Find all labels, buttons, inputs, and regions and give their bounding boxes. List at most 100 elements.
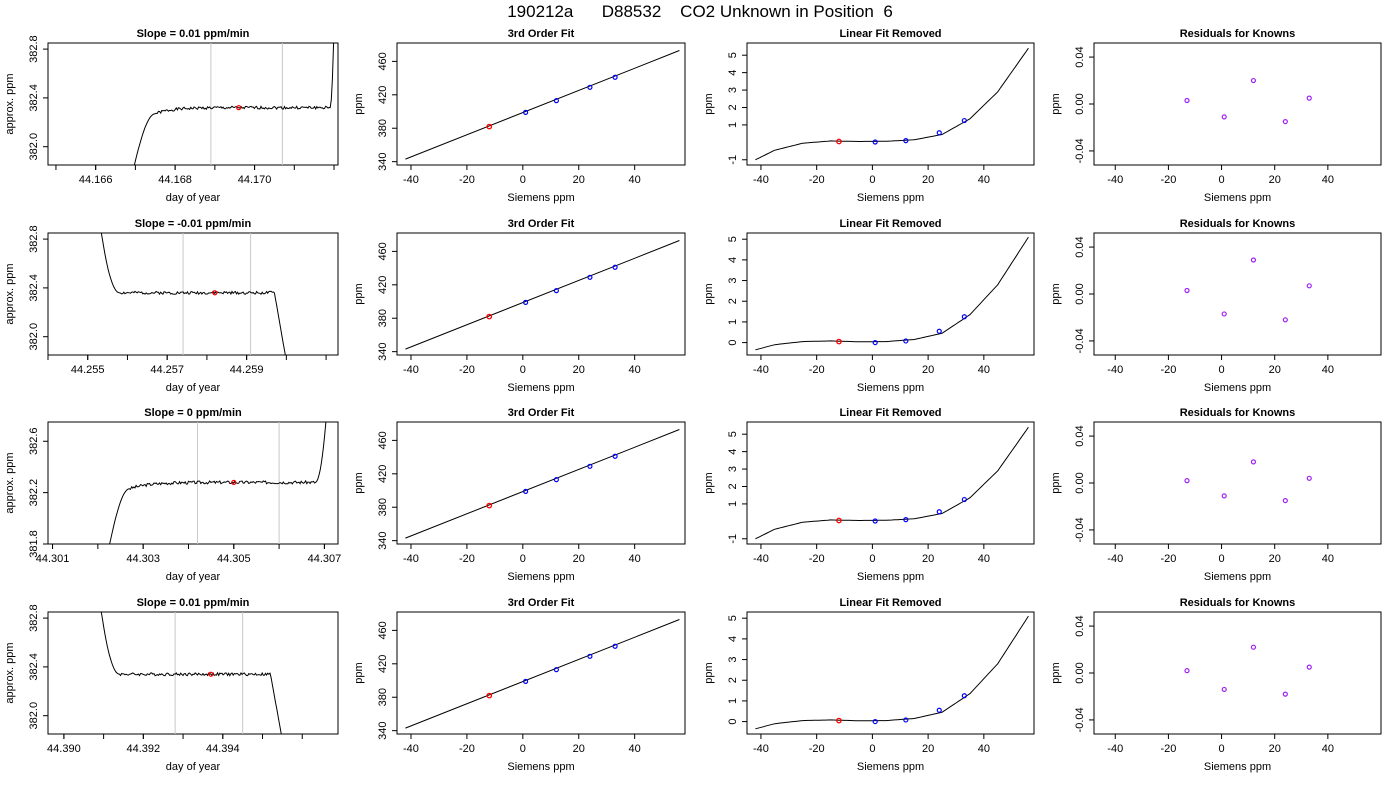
- known-point: [936, 130, 942, 136]
- known-point: [936, 509, 942, 515]
- concentration-trace: [100, 233, 286, 355]
- y-tick-label: 420: [377, 465, 389, 483]
- known-point: [587, 653, 593, 659]
- x-axis-label: Siemens ppm: [1204, 192, 1271, 204]
- x-tick-label: 20: [573, 364, 585, 376]
- y-axis-label: ppm: [1050, 472, 1062, 493]
- y-tick-label: 382.0: [28, 323, 40, 351]
- mean-point: [208, 671, 214, 677]
- y-tick-label: 380: [377, 309, 389, 327]
- panel-fit-1: 3rd Order Fit Siemens ppm ppm -40 -20 0 20 40 34…: [353, 28, 686, 204]
- y-axis-label: approx. ppm: [4, 642, 16, 703]
- residual-point: [1184, 97, 1190, 104]
- x-tick-label: 0: [520, 174, 526, 186]
- residual-point: [1250, 644, 1257, 650]
- panel-linear-removed-1: Linear Fit Removed Siemens ppm ppm -40 -20 0 2…: [703, 28, 1035, 204]
- y-tick-label: 382.8: [28, 225, 40, 253]
- x-tick-label: 0: [1218, 174, 1224, 186]
- plot-frame: [746, 611, 1035, 735]
- known-point: [612, 643, 618, 649]
- y-tick-label: 0.04: [1074, 46, 1086, 67]
- x-tick-label: 20: [922, 743, 934, 755]
- y-axis-label: ppm: [703, 283, 715, 304]
- y-tick-label: 5: [727, 431, 739, 437]
- x-tick-label: 20: [1269, 364, 1281, 376]
- panel-linear-removed-3: Linear Fit Removed Siemens ppm ppm -40 -20 0 2…: [703, 407, 1035, 583]
- x-tick-label: -40: [403, 364, 419, 376]
- panel-timeseries-2: Slope = -0.01 ppm/min day of year approx. …: [4, 218, 339, 394]
- x-tick-label: 0: [1218, 553, 1224, 565]
- x-axis-label: day of year: [166, 761, 221, 773]
- panel-fit-4: 3rd Order Fit Siemens ppm ppm -40 -20 0 20 40 34…: [353, 597, 686, 773]
- x-tick-label: 44.390: [47, 743, 81, 755]
- x-tick-label: -20: [809, 553, 825, 565]
- x-tick-label: 40: [629, 174, 641, 186]
- unknown-point: [486, 502, 493, 509]
- panel-title: Linear Fit Removed: [839, 407, 941, 419]
- x-axis-label: Siemens ppm: [507, 382, 574, 394]
- y-tick-label: 2: [727, 104, 739, 110]
- plot-frame: [396, 232, 686, 356]
- y-tick-label: 340: [377, 531, 389, 549]
- known-point: [903, 516, 909, 523]
- plot-frame: [47, 232, 339, 356]
- x-tick-label: 0: [520, 553, 526, 565]
- x-tick-label: 20: [922, 174, 934, 186]
- plot-area: [1184, 459, 1312, 504]
- residual-point: [1184, 478, 1190, 484]
- plot-area: [1184, 257, 1312, 323]
- x-tick-label: 40: [1322, 364, 1334, 376]
- known-point: [961, 496, 967, 503]
- x-tick-label: 44.392: [127, 743, 161, 755]
- y-axis-label: ppm: [353, 283, 365, 304]
- residual-curve: [755, 615, 1029, 730]
- known-point: [961, 693, 967, 699]
- mean-point: [231, 479, 237, 485]
- known-point: [872, 139, 878, 145]
- known-point: [612, 264, 618, 270]
- x-tick-label: -40: [753, 743, 769, 755]
- x-tick-label: 40: [978, 364, 990, 376]
- known-point: [523, 488, 529, 494]
- plot-area: [405, 50, 680, 160]
- x-tick-label: 44.166: [79, 174, 113, 186]
- y-tick-label: 382.8: [28, 604, 40, 632]
- residual-point: [1306, 283, 1312, 289]
- x-tick-label: -40: [1107, 553, 1123, 565]
- known-point: [961, 314, 967, 320]
- plot-frame: [1093, 232, 1382, 356]
- residual-point: [1282, 497, 1288, 504]
- y-tick-label: 1: [727, 698, 739, 704]
- y-axis-label: ppm: [353, 93, 365, 114]
- x-tick-label: 44.255: [71, 364, 105, 376]
- x-tick-label: -20: [809, 364, 825, 376]
- residual-point: [1221, 114, 1227, 120]
- x-tick-label: 20: [573, 553, 585, 565]
- known-point: [903, 338, 909, 344]
- panel-linear-removed-2: Linear Fit Removed Siemens ppm ppm -40 -20 0 2…: [703, 218, 1035, 394]
- y-tick-label: -1: [727, 155, 739, 165]
- y-tick-label: 0.00: [1074, 93, 1086, 114]
- unknown-point: [486, 692, 493, 699]
- panel-title: Linear Fit Removed: [839, 597, 941, 609]
- plot-frame: [746, 42, 1035, 166]
- plot-area: [109, 422, 327, 544]
- x-axis-label: Siemens ppm: [857, 192, 924, 204]
- known-point: [612, 74, 618, 80]
- panel-residuals-1: Residuals for Knowns Siemens ppm ppm -40 -20…: [1050, 28, 1382, 204]
- x-tick-label: -20: [1160, 743, 1176, 755]
- residual-point: [1221, 493, 1227, 499]
- y-axis-label: ppm: [703, 472, 715, 493]
- residual-point: [1250, 257, 1257, 263]
- x-tick-label: 0: [869, 553, 875, 565]
- plot-frame: [47, 611, 339, 735]
- plot-frame: [746, 232, 1035, 356]
- x-tick-label: -20: [1160, 553, 1176, 565]
- y-tick-label: -0.04: [1074, 707, 1086, 732]
- fit-line: [405, 240, 680, 350]
- x-tick-label: 44.394: [206, 743, 240, 755]
- x-axis-label: day of year: [166, 382, 221, 394]
- known-point: [936, 328, 942, 334]
- y-tick-label: -0.04: [1074, 517, 1086, 542]
